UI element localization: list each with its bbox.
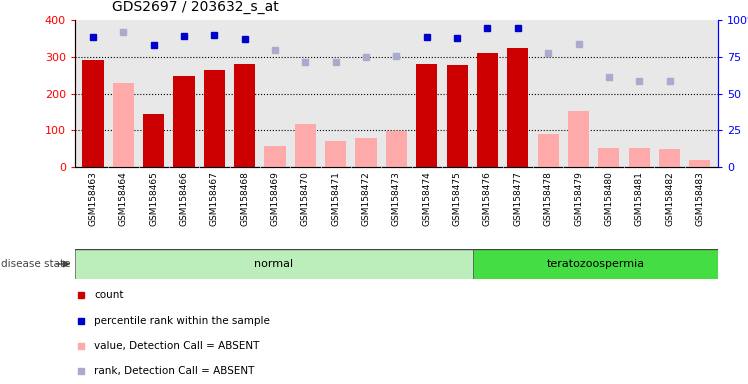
Text: GSM158478: GSM158478 [544,171,553,226]
Text: GSM158467: GSM158467 [210,171,219,226]
Bar [355,138,377,167]
Text: GSM158480: GSM158480 [604,171,613,226]
Text: GSM158466: GSM158466 [180,171,188,226]
Text: value, Detection Call = ABSENT: value, Detection Call = ABSENT [94,341,260,351]
Bar [113,83,134,167]
Text: GSM158469: GSM158469 [271,171,280,226]
Text: GSM158463: GSM158463 [88,171,97,226]
Bar [659,149,680,167]
Bar [174,76,194,167]
Text: teratozoospermia: teratozoospermia [547,259,645,269]
Bar [473,249,718,279]
Bar [476,53,498,167]
Bar [265,146,286,167]
Bar [598,148,619,167]
Text: GSM158479: GSM158479 [574,171,583,226]
Text: GSM158468: GSM158468 [240,171,249,226]
Bar [75,249,473,279]
Bar [628,148,650,167]
Text: rank, Detection Call = ABSENT: rank, Detection Call = ABSENT [94,366,254,376]
Text: GSM158477: GSM158477 [513,171,522,226]
Text: normal: normal [254,259,293,269]
Bar [82,60,104,167]
Text: GSM158473: GSM158473 [392,171,401,226]
Text: GSM158475: GSM158475 [453,171,462,226]
Bar [203,70,225,167]
Text: GDS2697 / 203632_s_at: GDS2697 / 203632_s_at [112,0,279,14]
Bar [416,64,438,167]
Bar [507,48,528,167]
Bar [325,141,346,167]
Text: GSM158471: GSM158471 [331,171,340,226]
Text: GSM158474: GSM158474 [423,171,432,226]
Bar [295,124,316,167]
Bar [143,114,165,167]
Bar [568,111,589,167]
Bar [538,134,559,167]
Text: count: count [94,290,123,301]
Text: GSM158472: GSM158472 [361,171,370,226]
Bar [234,64,255,167]
Text: percentile rank within the sample: percentile rank within the sample [94,316,270,326]
Text: GSM158465: GSM158465 [149,171,158,226]
Text: disease state: disease state [1,259,70,269]
Bar [386,131,407,167]
Text: GSM158482: GSM158482 [665,171,674,226]
Text: GSM158481: GSM158481 [635,171,644,226]
Text: GSM158464: GSM158464 [119,171,128,226]
Text: GSM158470: GSM158470 [301,171,310,226]
Bar [689,161,711,167]
Text: GSM158483: GSM158483 [696,171,705,226]
Bar [447,65,468,167]
Text: GSM158476: GSM158476 [483,171,492,226]
